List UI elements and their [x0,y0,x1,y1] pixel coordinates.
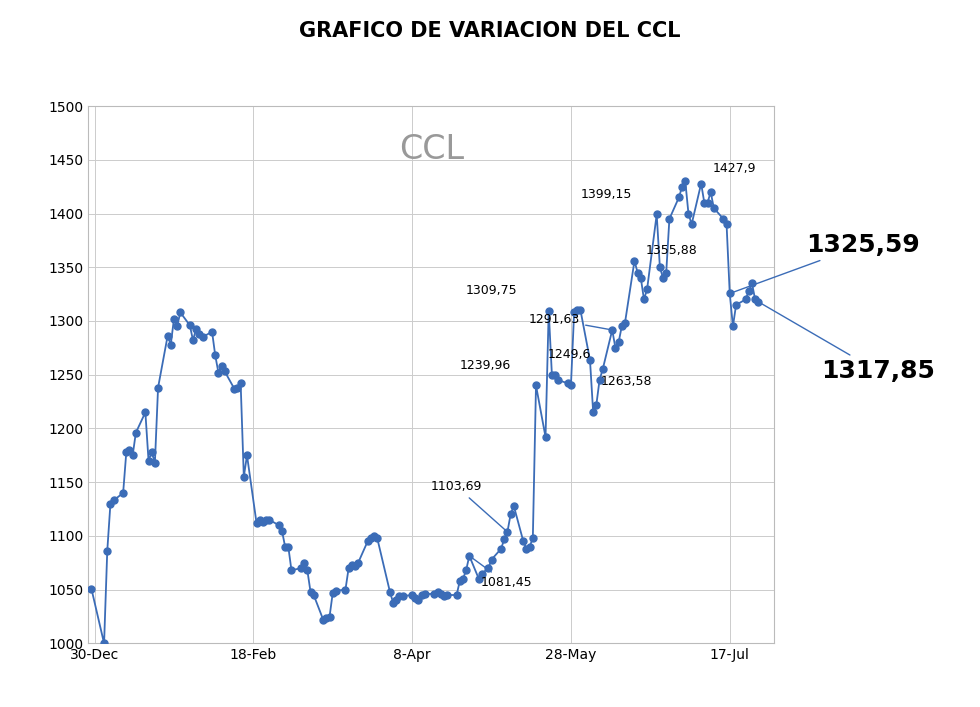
Text: 1325,59: 1325,59 [732,233,920,293]
Text: 1103,69: 1103,69 [431,480,506,530]
Text: 1427,9: 1427,9 [712,163,756,175]
Text: 1263,58: 1263,58 [601,375,653,388]
Text: 1317,85: 1317,85 [760,303,935,383]
Text: 1309,75: 1309,75 [466,284,517,297]
Text: 1249,6: 1249,6 [548,349,592,361]
Text: GRAFICO DE VARIACION DEL CCL: GRAFICO DE VARIACION DEL CCL [299,21,681,41]
Text: 1399,15: 1399,15 [580,188,632,201]
Text: 1239,96: 1239,96 [460,359,511,372]
Text: 1355,88: 1355,88 [646,244,698,257]
Text: 1081,45: 1081,45 [471,558,532,590]
Text: CCL: CCL [399,133,464,166]
Text: 1291,63: 1291,63 [529,313,610,329]
